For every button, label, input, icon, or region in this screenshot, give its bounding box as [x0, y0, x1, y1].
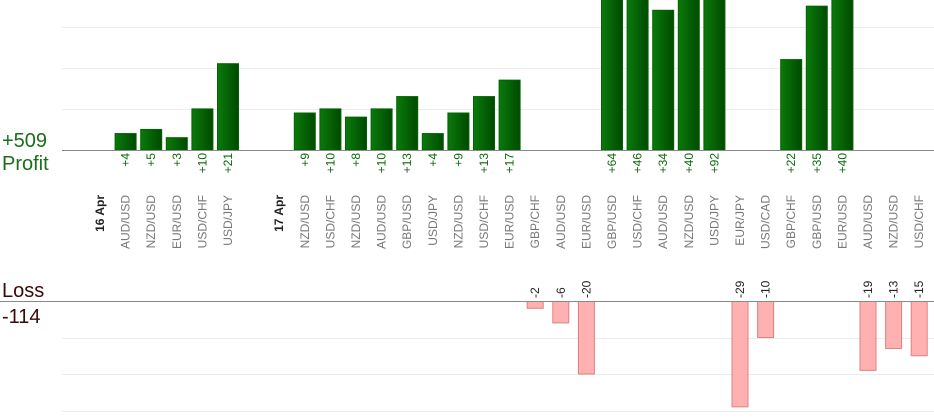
pair-label: EUR/USD [579, 195, 593, 249]
loss-label: -20 [579, 280, 593, 298]
loss-label: -29 [733, 280, 747, 298]
loss-title: Loss [2, 280, 44, 302]
profit-label: +10 [375, 153, 389, 174]
loss-bar [731, 301, 749, 408]
pair-label: EUR/USD [170, 195, 184, 249]
profit-label: +4 [119, 153, 133, 167]
profit-label: +9 [451, 153, 465, 167]
profit-title: Profit [2, 153, 49, 175]
loss-bar [859, 301, 877, 371]
loss-total: -114 [2, 306, 41, 328]
date-label: 16 Apr [93, 195, 107, 232]
pair-label: USD/CHF [477, 195, 491, 248]
profit-label: +17 [503, 153, 517, 174]
profit-bar [217, 63, 239, 150]
profit-total: +509 [2, 130, 47, 152]
loss-bar [552, 301, 570, 324]
profit-label: +40 [835, 153, 849, 174]
pair-label: USD/JPY [221, 195, 235, 246]
pair-label: USD/CAD [759, 195, 773, 249]
profit-label: +92 [707, 153, 721, 174]
pair-label: EUR/USD [503, 195, 517, 249]
profit-bar [319, 108, 342, 150]
loss-label: -2 [528, 287, 542, 298]
pair-label: NZD/USD [887, 195, 901, 249]
profit-bar [831, 0, 854, 150]
date-label: 17 Apr [272, 195, 286, 232]
pair-label: USD/CHF [912, 195, 926, 248]
pair-label: AUD/USD [375, 195, 389, 249]
profit-bar [626, 0, 649, 150]
profit-bar [345, 116, 367, 150]
pair-label: NZD/USD [144, 195, 158, 249]
profit-bar [191, 108, 214, 150]
profit-label: +46 [631, 153, 645, 174]
pair-label: GBP/USD [810, 195, 824, 249]
profit-bar [652, 9, 675, 150]
pair-label: NZD/USD [349, 195, 363, 249]
pair-label: EUR/USD [835, 195, 849, 249]
profit-label: +10 [323, 153, 337, 174]
loss-label: -15 [912, 280, 926, 298]
pair-label: AUD/USD [554, 195, 568, 249]
profit-label: +9 [298, 153, 312, 167]
profit-bar [396, 96, 419, 150]
profit-label: +3 [170, 153, 184, 167]
profit-bar [140, 128, 163, 150]
loss-bar [757, 301, 775, 339]
pair-label: NZD/USD [682, 195, 696, 249]
pair-label: USD/CHF [631, 195, 645, 248]
profit-bar [677, 0, 700, 150]
profit-label: +13 [477, 153, 491, 174]
loss-bar [910, 301, 928, 357]
profit-bar [703, 0, 726, 150]
pair-label: USD/JPY [426, 195, 440, 246]
pair-label: AUD/USD [656, 195, 670, 249]
pair-label: NZD/USD [298, 195, 312, 249]
pair-label: AUD/USD [861, 195, 875, 249]
profit-bar [114, 133, 137, 150]
profit-bar [370, 108, 393, 150]
profit-label: +10 [195, 153, 209, 174]
profit-label: +13 [400, 153, 414, 174]
profit-bar [293, 112, 316, 150]
profit-bar [601, 0, 623, 150]
profit-bar [780, 59, 803, 150]
pair-label: GBP/CHF [784, 195, 798, 248]
loss-bar [577, 301, 595, 375]
pair-label: GBP/USD [400, 195, 414, 249]
loss-label: -10 [759, 280, 773, 298]
loss-label: -13 [887, 280, 901, 298]
pair-label: USD/JPY [707, 195, 721, 246]
profit-bar [447, 112, 470, 150]
profit-label: +5 [144, 153, 158, 167]
loss-bar [526, 301, 544, 309]
profit-label: +35 [810, 153, 824, 174]
pair-label: GBP/USD [605, 195, 619, 249]
profit-label: +21 [221, 153, 235, 174]
pair-label: EUR/JPY [733, 195, 747, 246]
loss-label: -19 [861, 280, 875, 298]
profit-label: +22 [784, 153, 798, 174]
profit-label: +4 [426, 153, 440, 167]
profit-bar [165, 137, 188, 150]
profit-bar [498, 79, 521, 150]
profit-bar [805, 5, 828, 150]
profit-label: +40 [682, 153, 696, 174]
profit-bar [421, 133, 444, 150]
pair-label: NZD/USD [451, 195, 465, 249]
pair-label: GBP/CHF [528, 195, 542, 248]
loss-label: -6 [554, 287, 568, 298]
pair-label: USD/CHF [323, 195, 337, 248]
pair-label: USD/CHF [195, 195, 209, 248]
profit-label: +8 [349, 153, 363, 167]
profit-bar [473, 96, 495, 150]
profit-label: +64 [605, 153, 619, 174]
pair-label: AUD/USD [119, 195, 133, 249]
profit-label: +34 [656, 153, 670, 174]
loss-bar [885, 301, 903, 349]
